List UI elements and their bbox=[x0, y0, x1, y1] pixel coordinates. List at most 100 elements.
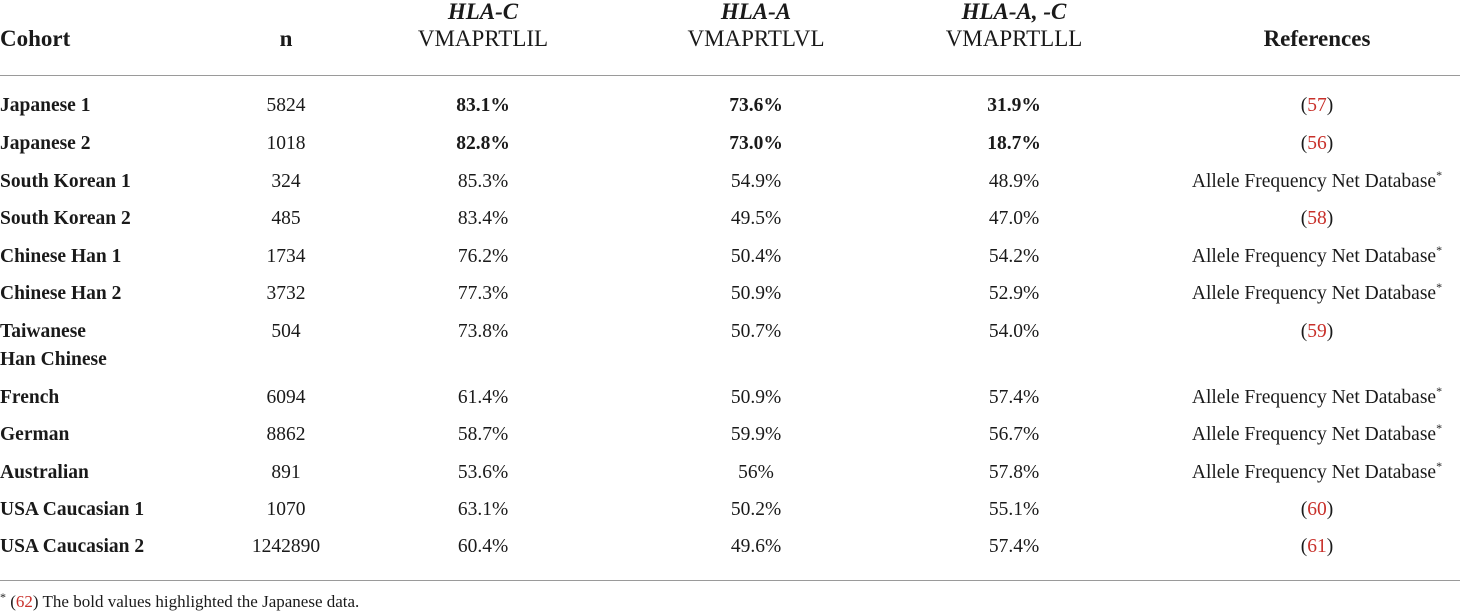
ref-paren-close: ) bbox=[1326, 499, 1334, 520]
n-cell: 1734 bbox=[266, 246, 306, 267]
header-hla-a-seq: VMAPRTLVL bbox=[687, 26, 825, 51]
references-cell: (56) bbox=[1174, 130, 1460, 158]
hla-c-cell: 73.8% bbox=[457, 321, 509, 342]
cohort-name: Chinese Han 2 bbox=[0, 283, 122, 304]
footnote-citation-link[interactable]: 62 bbox=[15, 592, 33, 611]
references-cell: (59) bbox=[1174, 318, 1460, 346]
hla-c-cell: 83.1% bbox=[456, 95, 510, 116]
hla-a-cell: 50.9% bbox=[730, 283, 782, 304]
hla-ac-cell: 55.1% bbox=[988, 499, 1040, 520]
header-hla-a-gene: HLA-A bbox=[720, 0, 792, 24]
references-cell: (58) bbox=[1174, 205, 1460, 233]
ref-paren-open: ( bbox=[1300, 321, 1308, 342]
citation-link[interactable]: 56 bbox=[1307, 133, 1327, 154]
cohort-name: South Korean 2 bbox=[0, 208, 131, 229]
cohort-cell: French bbox=[0, 384, 59, 412]
hla-a-cell: 49.5% bbox=[730, 208, 782, 229]
hla-ac-cell: 54.0% bbox=[988, 321, 1040, 342]
hla-c-cell: 53.6% bbox=[457, 462, 509, 483]
n-cell: 1242890 bbox=[251, 536, 321, 557]
cohort-name: Japanese 1 bbox=[0, 95, 91, 116]
cohort-cell: German bbox=[0, 421, 69, 449]
cohort-cell: Australian bbox=[0, 459, 89, 487]
cohort-cell: South Korean 2 bbox=[0, 205, 131, 233]
cohort-cell: South Korean 1 bbox=[0, 168, 131, 196]
database-reference: Allele Frequency Net Database bbox=[1191, 171, 1437, 192]
citation-link[interactable]: 58 bbox=[1307, 208, 1327, 229]
references-cell: Allele Frequency Net Database* bbox=[1174, 280, 1460, 308]
ref-paren-close: ) bbox=[1326, 95, 1334, 116]
database-reference: Allele Frequency Net Database bbox=[1191, 246, 1437, 267]
n-cell: 5824 bbox=[266, 95, 306, 116]
database-reference: Allele Frequency Net Database bbox=[1191, 424, 1437, 445]
footnote-star: * bbox=[0, 590, 6, 604]
header-hla-c: HLA-C VMAPRTLIL bbox=[393, 0, 573, 52]
hla-a-cell: 50.2% bbox=[730, 499, 782, 520]
citation-link[interactable]: 57 bbox=[1307, 95, 1327, 116]
hla-a-cell: 50.4% bbox=[730, 246, 782, 267]
header-hla-c-seq: VMAPRTLIL bbox=[417, 26, 549, 51]
hla-ac-cell: 18.7% bbox=[987, 133, 1041, 154]
hla-ac-cell: 31.9% bbox=[987, 95, 1041, 116]
cohort-name: German bbox=[0, 424, 70, 445]
cohort-cell: Japanese 1 bbox=[0, 92, 90, 120]
database-reference: Allele Frequency Net Database bbox=[1191, 283, 1437, 304]
hla-c-cell: 85.3% bbox=[457, 171, 509, 192]
hla-ac-cell: 57.4% bbox=[988, 387, 1040, 408]
header-references: References bbox=[1263, 26, 1371, 51]
cohort-name: USA Caucasian 1 bbox=[0, 499, 145, 520]
n-cell: 1070 bbox=[266, 499, 306, 520]
header-hla-ac-gene: HLA-A, -C bbox=[961, 0, 1067, 24]
references-cell: Allele Frequency Net Database* bbox=[1174, 459, 1460, 487]
hla-c-cell: 83.4% bbox=[457, 208, 509, 229]
ref-paren-close: ) bbox=[1326, 208, 1334, 229]
cohort-name: Australian bbox=[0, 462, 89, 483]
n-cell: 3732 bbox=[266, 283, 306, 304]
citation-link[interactable]: 61 bbox=[1307, 536, 1327, 557]
hla-c-cell: 82.8% bbox=[456, 133, 510, 154]
hla-ac-cell: 47.0% bbox=[988, 208, 1040, 229]
hla-ac-cell: 52.9% bbox=[988, 283, 1040, 304]
hla-ac-cell: 54.2% bbox=[988, 246, 1040, 267]
references-cell: (60) bbox=[1174, 496, 1460, 524]
hla-a-cell: 56% bbox=[738, 462, 774, 483]
header-hla-a: HLA-A VMAPRTLVL bbox=[666, 0, 846, 52]
header-hla-ac-seq: VMAPRTLLL bbox=[945, 26, 1083, 51]
citation-link[interactable]: 60 bbox=[1307, 499, 1327, 520]
ref-paren-open: ( bbox=[1300, 133, 1308, 154]
n-cell: 6094 bbox=[266, 387, 306, 408]
hla-ac-cell: 57.4% bbox=[988, 536, 1040, 557]
ref-paren-open: ( bbox=[1300, 536, 1308, 557]
reference-star: * bbox=[1436, 459, 1443, 473]
hla-a-cell: 59.9% bbox=[730, 424, 782, 445]
cohort-cell: USA Caucasian 1 bbox=[0, 496, 144, 524]
header-divider bbox=[0, 75, 1460, 76]
references-cell: (61) bbox=[1174, 533, 1460, 561]
hla-a-cell: 50.9% bbox=[730, 387, 782, 408]
header-hla-ac: HLA-A, -C VMAPRTLLL bbox=[924, 0, 1104, 52]
cohort-name: Chinese Han 1 bbox=[0, 246, 122, 267]
hla-ac-cell: 56.7% bbox=[988, 424, 1040, 445]
citation-link[interactable]: 59 bbox=[1307, 321, 1327, 342]
reference-star: * bbox=[1436, 384, 1443, 398]
hla-c-cell: 58.7% bbox=[457, 424, 509, 445]
hla-c-cell: 60.4% bbox=[457, 536, 509, 557]
hla-c-cell: 77.3% bbox=[457, 283, 509, 304]
hla-a-cell: 49.6% bbox=[730, 536, 782, 557]
footnote-paren-open: ( bbox=[10, 592, 16, 611]
n-cell: 504 bbox=[271, 321, 301, 342]
references-cell: (57) bbox=[1174, 92, 1460, 120]
ref-paren-open: ( bbox=[1300, 208, 1308, 229]
references-cell: Allele Frequency Net Database* bbox=[1174, 243, 1460, 271]
reference-star: * bbox=[1436, 168, 1443, 182]
hla-a-cell: 73.6% bbox=[729, 95, 783, 116]
cohort-name: Japanese 2 bbox=[0, 133, 91, 154]
ref-paren-close: ) bbox=[1326, 536, 1334, 557]
header-hla-c-gene: HLA-C bbox=[447, 0, 519, 24]
ref-paren-open: ( bbox=[1300, 499, 1308, 520]
hla-ac-cell: 48.9% bbox=[988, 171, 1040, 192]
n-cell: 891 bbox=[271, 462, 301, 483]
references-cell: Allele Frequency Net Database* bbox=[1174, 421, 1460, 449]
references-cell: Allele Frequency Net Database* bbox=[1174, 168, 1460, 196]
n-cell: 485 bbox=[271, 208, 301, 229]
